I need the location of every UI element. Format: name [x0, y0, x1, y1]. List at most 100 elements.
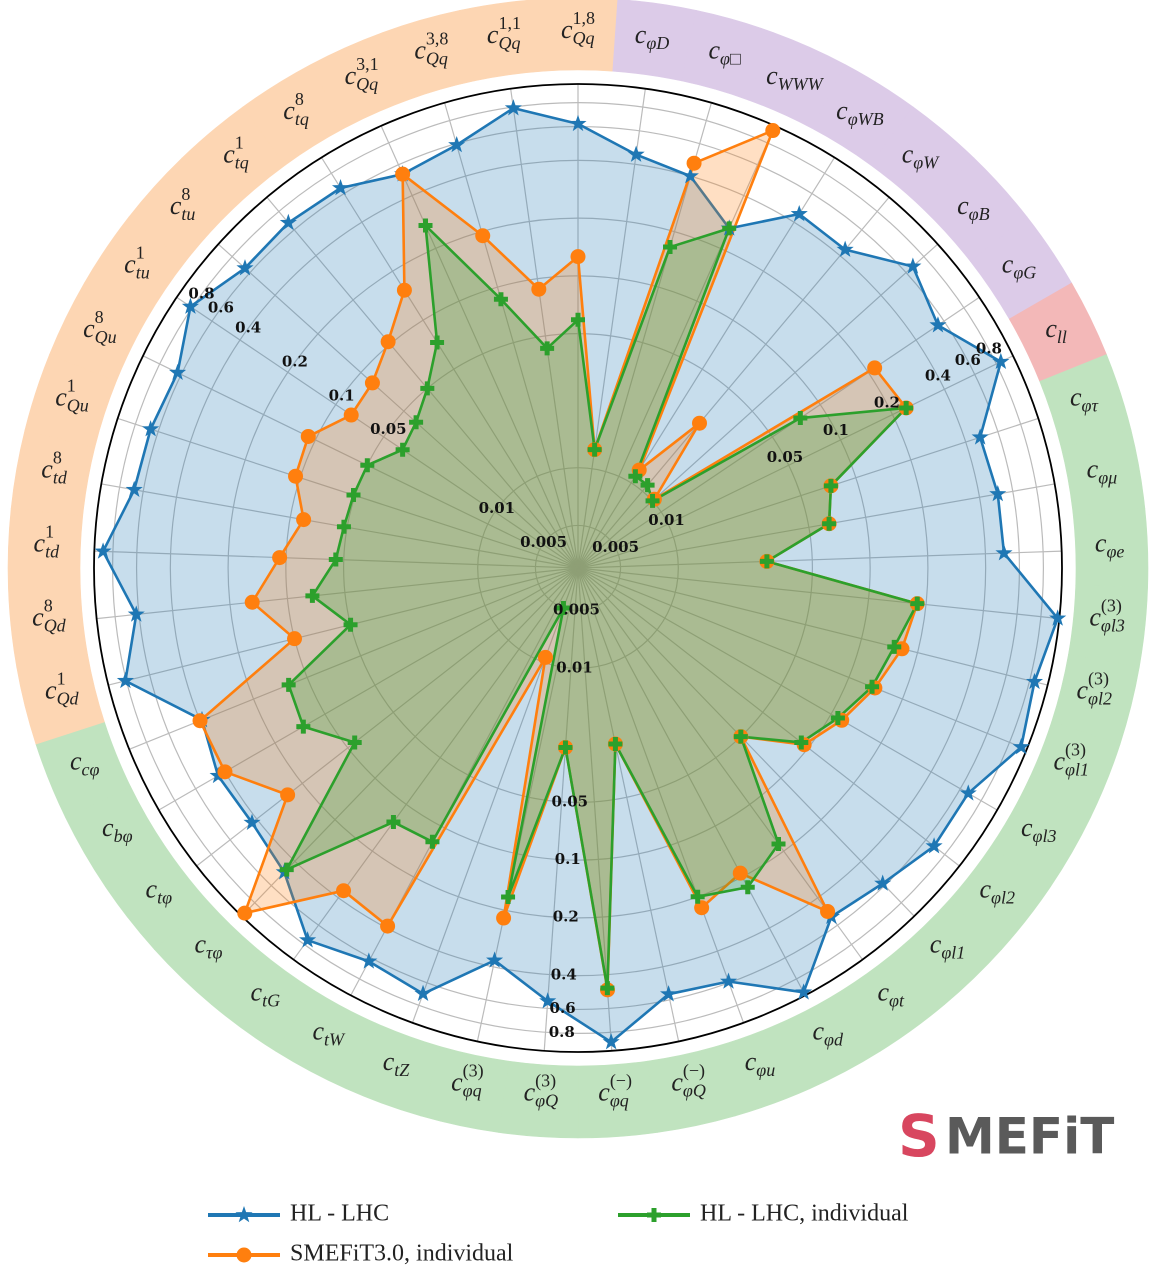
category-base: c [223, 139, 235, 168]
marker [733, 729, 748, 744]
category-label: cφW [902, 139, 941, 172]
marker [279, 862, 294, 877]
category-label: ctG [251, 977, 281, 1010]
category-sub: bφ [114, 826, 133, 846]
category-base: c [124, 249, 136, 278]
marker [823, 478, 838, 493]
marker [281, 677, 296, 692]
category-base: c [836, 96, 848, 125]
marker [793, 411, 808, 426]
r-tick-label: 0.01 [648, 511, 685, 529]
category-sub: φQ [535, 1091, 558, 1111]
category-base: c [671, 1067, 683, 1096]
category-base: c [902, 139, 914, 168]
category-sup: 8 [95, 307, 104, 327]
category-base: c [745, 1047, 757, 1076]
marker [645, 493, 660, 508]
spoke [577, 567, 1048, 686]
marker [600, 981, 615, 996]
category-label: cφWB [836, 96, 884, 129]
category-label: cφB [957, 191, 990, 224]
category-label: cQu1 [55, 376, 89, 416]
ring-sector [459, 0, 544, 82]
marker [771, 836, 786, 851]
marker [556, 600, 571, 615]
category-sub: WWW [778, 74, 825, 94]
marker [690, 889, 705, 904]
category-base: c [45, 676, 57, 705]
spoke [176, 296, 579, 569]
logo-text: MEFiT [945, 1108, 1114, 1166]
marker [759, 554, 774, 569]
spoke [241, 567, 579, 917]
spoke [577, 88, 646, 569]
category-base: c [170, 191, 182, 220]
spoke [577, 567, 613, 1051]
r-tick-label: 0.6 [208, 299, 234, 317]
category-label: cφt [877, 977, 905, 1010]
category-label: cφl1 [930, 930, 966, 963]
marker [217, 764, 233, 780]
marker [1025, 672, 1044, 690]
marker [336, 883, 352, 899]
category-base: c [1070, 383, 1082, 412]
category-label: cWWW [766, 61, 825, 94]
r-tick-label: 0.1 [823, 421, 849, 439]
category-sub: cφ [82, 759, 100, 779]
category-label: cφq(3) [451, 1060, 484, 1100]
category-label: cφl2(3) [1076, 669, 1112, 709]
category-base: c [957, 191, 969, 220]
marker [386, 815, 401, 830]
category-label: cφQ(−) [671, 1060, 706, 1100]
category-sup: 8 [44, 596, 53, 616]
spoke [577, 567, 1027, 750]
category-sub: τφ [206, 943, 222, 963]
category-label: cφd [813, 1017, 845, 1050]
marker [794, 735, 809, 750]
marker [570, 249, 586, 265]
marker [430, 335, 445, 350]
marker [558, 740, 573, 755]
category-sub: φt [889, 991, 905, 1011]
marker [910, 596, 925, 611]
category-sub: ll [1057, 327, 1067, 347]
category-label: cQu8 [83, 307, 117, 347]
marker [343, 407, 359, 423]
category-base: c [102, 813, 114, 842]
category-base: c [34, 528, 46, 557]
marker [929, 316, 947, 333]
logo-mark: S [898, 1102, 940, 1170]
spoke [577, 567, 863, 960]
marker [540, 341, 555, 356]
spoke [266, 196, 579, 569]
r-tick-label: 0.005 [592, 538, 639, 556]
category-base: c [345, 61, 357, 90]
marker [887, 639, 902, 654]
category-sup: 1 [136, 243, 145, 263]
marker [192, 713, 208, 729]
marker [360, 458, 375, 473]
spoke [577, 550, 1062, 569]
category-label: cφe [1095, 528, 1125, 561]
category-sub: φτ [1082, 396, 1099, 416]
category-sup: (3) [1101, 596, 1122, 617]
r-tick-label: 0.6 [550, 999, 576, 1017]
spoke [577, 567, 998, 811]
spoke [196, 567, 579, 867]
r-tick-label: 0.2 [282, 352, 308, 370]
r-tick-label: 0.1 [555, 850, 581, 868]
spoke [577, 296, 980, 569]
category-sub: φq [463, 1080, 482, 1100]
marker [169, 363, 187, 380]
marker [116, 671, 134, 689]
spoke [142, 355, 579, 569]
r-tick-label: 0.05 [370, 420, 407, 438]
category-base: c [561, 15, 573, 44]
marker [296, 512, 312, 528]
marker [343, 617, 358, 632]
spoke [108, 567, 579, 686]
category-base: c [930, 930, 942, 959]
category-sub: td [53, 468, 68, 488]
marker [244, 594, 260, 610]
series-area [101, 106, 1059, 1044]
